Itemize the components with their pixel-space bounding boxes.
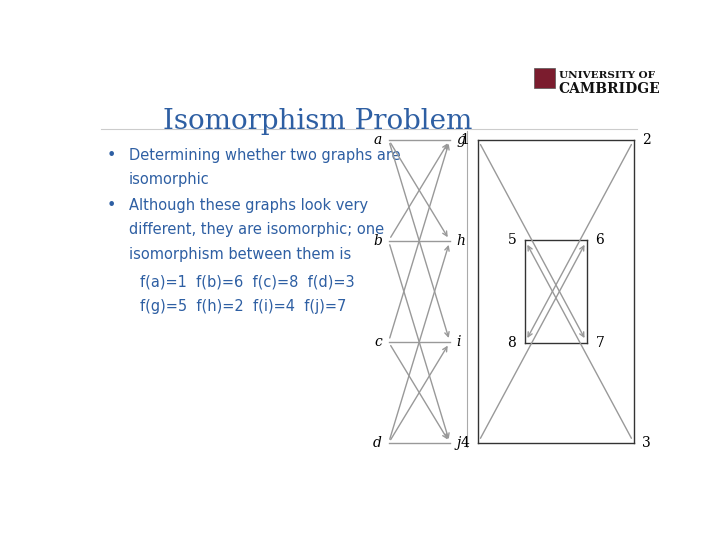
- Text: •: •: [107, 198, 116, 213]
- Text: a: a: [374, 133, 382, 147]
- Text: Although these graphs look very: Although these graphs look very: [129, 198, 368, 213]
- Text: 1: 1: [461, 133, 469, 147]
- Text: isomorphic: isomorphic: [129, 172, 210, 187]
- Text: c: c: [374, 335, 382, 349]
- Text: CAMBRIDGE: CAMBRIDGE: [559, 82, 660, 96]
- Text: 7: 7: [595, 336, 604, 350]
- Text: f(g)=5  f(h)=2  f(i)=4  f(j)=7: f(g)=5 f(h)=2 f(i)=4 f(j)=7: [140, 299, 346, 314]
- Text: different, they are isomorphic; one: different, they are isomorphic; one: [129, 222, 384, 237]
- Text: b: b: [373, 234, 382, 248]
- Text: i: i: [456, 335, 461, 349]
- Text: 6: 6: [595, 233, 604, 247]
- Text: isomorphism between them is: isomorphism between them is: [129, 246, 351, 261]
- Text: 2: 2: [642, 133, 651, 147]
- Text: 3: 3: [642, 436, 651, 450]
- Text: 5: 5: [508, 233, 516, 247]
- Text: 4: 4: [461, 436, 469, 450]
- Text: g: g: [456, 133, 466, 147]
- Text: UNIVERSITY OF: UNIVERSITY OF: [559, 71, 654, 80]
- Text: d: d: [373, 436, 382, 450]
- FancyBboxPatch shape: [534, 68, 555, 87]
- Text: f(a)=1  f(b)=6  f(c)=8  f(d)=3: f(a)=1 f(b)=6 f(c)=8 f(d)=3: [140, 275, 355, 290]
- Text: j: j: [456, 436, 461, 450]
- Text: •: •: [107, 148, 116, 163]
- Text: 8: 8: [508, 336, 516, 350]
- Text: Isomorphism Problem: Isomorphism Problem: [163, 109, 472, 136]
- Text: h: h: [456, 234, 466, 248]
- Text: Determining whether two graphs are: Determining whether two graphs are: [129, 148, 401, 163]
